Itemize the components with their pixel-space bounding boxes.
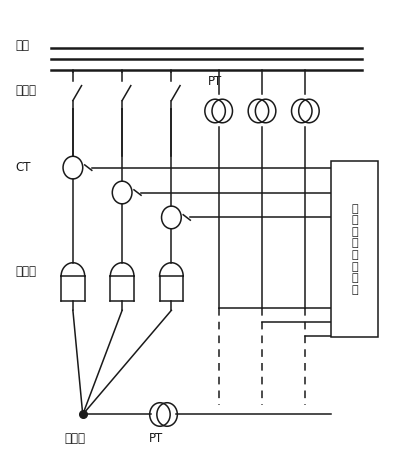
- Text: 系
统
监
测
硬
件
电
路: 系 统 监 测 硬 件 电 路: [351, 203, 358, 295]
- Text: PT: PT: [208, 75, 222, 88]
- Text: 断路器: 断路器: [16, 84, 37, 97]
- Text: PT: PT: [149, 432, 164, 444]
- Text: 母线: 母线: [16, 39, 30, 52]
- Text: CT: CT: [16, 161, 31, 174]
- Text: 电抗器: 电抗器: [16, 265, 37, 278]
- Bar: [331, 161, 378, 337]
- Text: 中性点: 中性点: [64, 432, 85, 444]
